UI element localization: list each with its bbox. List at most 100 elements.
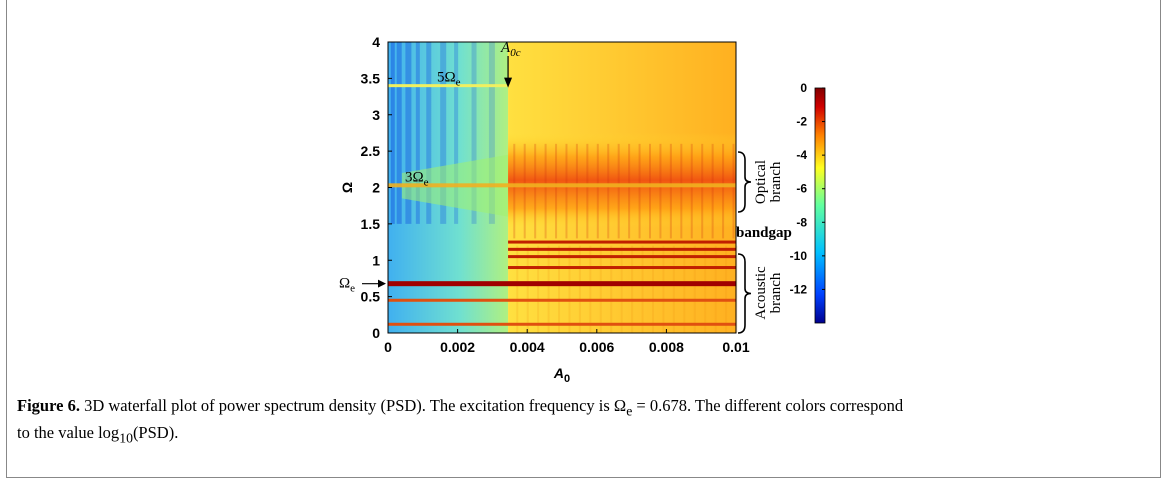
acoustic-striation: [652, 245, 654, 333]
optical-striation: [669, 143, 672, 239]
low-amplitude-streak: [396, 42, 402, 224]
omega-e-arrow-head: [378, 279, 386, 288]
y-tick-label: 2: [372, 180, 380, 196]
acoustic-striation: [558, 245, 561, 333]
three-omega-label: 3Ωe: [405, 169, 429, 188]
acoustic-striation: [568, 245, 571, 333]
acoustic-striation: [537, 245, 540, 333]
colorbar-tick-label: -10: [790, 249, 808, 263]
waterfall-figure: 0 0.002 0.004 0.006 0.008 0.01 0 0.5 1 1.5 2 2.5 3 3.…: [339, 34, 826, 385]
acoustic-striation: [578, 245, 581, 333]
optical-striation: [513, 143, 516, 239]
figure-frame: [6, 0, 1161, 478]
x-tick-label: 0.008: [649, 339, 684, 355]
caption-label: Figure 6.: [17, 396, 80, 415]
acoustic-striation: [641, 245, 644, 333]
low-amplitude-streak: [440, 42, 447, 224]
caption-sub-e: e: [626, 403, 633, 419]
band-three-omega: [388, 183, 736, 188]
acoustic-striation: [662, 245, 665, 333]
caption-sub-10: 10: [119, 430, 133, 446]
acoustic-striation: [599, 245, 602, 333]
omega-e-label: Ωe: [339, 276, 355, 295]
acoustic-striation: [631, 245, 634, 333]
y-tick-label: 1: [372, 252, 380, 268]
annotations-layer: A0c 5Ωe 3Ωe Ωe Opticalbranch Acousticbranch ba…: [339, 40, 792, 334]
optical-striation: [649, 143, 651, 239]
acoustic-striation: [714, 245, 717, 333]
acoustic-striation: [704, 245, 707, 333]
spectral-band-5: [508, 247, 736, 251]
spectral-band-6: [508, 240, 736, 244]
spectral-band-2: [388, 281, 736, 287]
optical-striation: [523, 143, 526, 239]
optical-striation: [722, 143, 725, 239]
optical-striation: [586, 143, 589, 239]
y-tick-label: 3.5: [361, 70, 381, 86]
y-tick-label: 0: [372, 325, 380, 341]
optical-striation: [690, 143, 693, 239]
x-tick-label: 0.006: [579, 339, 614, 355]
acoustic-striation: [610, 245, 613, 333]
acoustic-brace: [737, 253, 752, 334]
acoustic-striation: [589, 245, 592, 333]
low-amplitude-streak: [454, 42, 459, 224]
spectral-band-0: [388, 322, 736, 326]
x-tick-label: 0: [384, 339, 392, 355]
optical-branch-band: [508, 132, 736, 228]
acoustic-striation: [620, 245, 623, 333]
spectral-band-3: [508, 266, 736, 270]
spectral-band-1: [388, 298, 736, 302]
optical-striation: [617, 143, 620, 239]
y-tick-label: 2.5: [361, 143, 381, 159]
optical-brace: [737, 151, 752, 213]
acoustic-branch-label: Acousticbranch: [753, 266, 784, 320]
critical-amplitude-label: A0c: [500, 40, 521, 59]
colorbar-tick-label: -4: [796, 148, 807, 162]
acoustic-striation: [672, 245, 675, 333]
figure-caption: Figure 6. 3D waterfall plot of power spe…: [17, 395, 1147, 450]
y-axis-label: Ω: [339, 182, 355, 193]
x-axis-label: A0: [553, 365, 570, 385]
optical-striation: [680, 143, 683, 239]
low-amplitude-streak: [471, 42, 477, 224]
optical-striation: [607, 143, 610, 239]
five-omega-label: 5Ωe: [437, 70, 461, 89]
low-amplitude-streak: [426, 42, 432, 224]
plot-area: 0 0.002 0.004 0.006 0.008 0.01 0 0.5 1 1.5 2 2.5 3 3.…: [339, 34, 826, 385]
caption-text-2: = 0.678. The different colors correspond: [632, 396, 904, 415]
optical-branch-label: Opticalbranch: [753, 160, 784, 204]
acoustic-striation: [725, 245, 728, 333]
x-tick-label: 0.004: [510, 339, 545, 355]
y-tick-label: 3: [372, 107, 380, 123]
colorbar-tick-label: -6: [796, 182, 807, 196]
x-tick-label: 0.01: [722, 339, 749, 355]
optical-striation: [732, 143, 735, 239]
caption-text-4: (PSD).: [132, 423, 179, 443]
x-tick-label: 0.002: [440, 339, 475, 355]
caption-text-3: to the value log: [17, 423, 120, 443]
low-amplitude-streak: [405, 42, 412, 224]
acoustic-striation: [735, 245, 738, 333]
colorbar: [814, 87, 826, 324]
optical-striation: [575, 143, 578, 239]
optical-striation: [596, 143, 599, 239]
optical-striation: [659, 143, 662, 239]
colorbar-tick-label: -8: [796, 215, 807, 229]
acoustic-striation: [526, 245, 529, 333]
optical-striation: [555, 143, 558, 239]
optical-striation: [638, 143, 641, 239]
acoustic-striation: [683, 245, 686, 333]
low-amplitude-streak: [488, 42, 495, 224]
optical-striation: [711, 143, 714, 239]
caption-text-1: 3D waterfall plot of power spectrum dens…: [79, 396, 627, 415]
y-tick-label: 4: [372, 34, 380, 50]
acoustic-striation: [693, 245, 696, 333]
optical-striation: [534, 143, 537, 239]
y-tick-label: 0.5: [361, 289, 381, 305]
critical-arrow-head: [504, 77, 513, 88]
optical-striation: [544, 143, 547, 239]
band-five-omega: [388, 84, 509, 88]
colorbar-tick-label: -2: [796, 115, 807, 129]
optical-striation: [701, 143, 704, 239]
